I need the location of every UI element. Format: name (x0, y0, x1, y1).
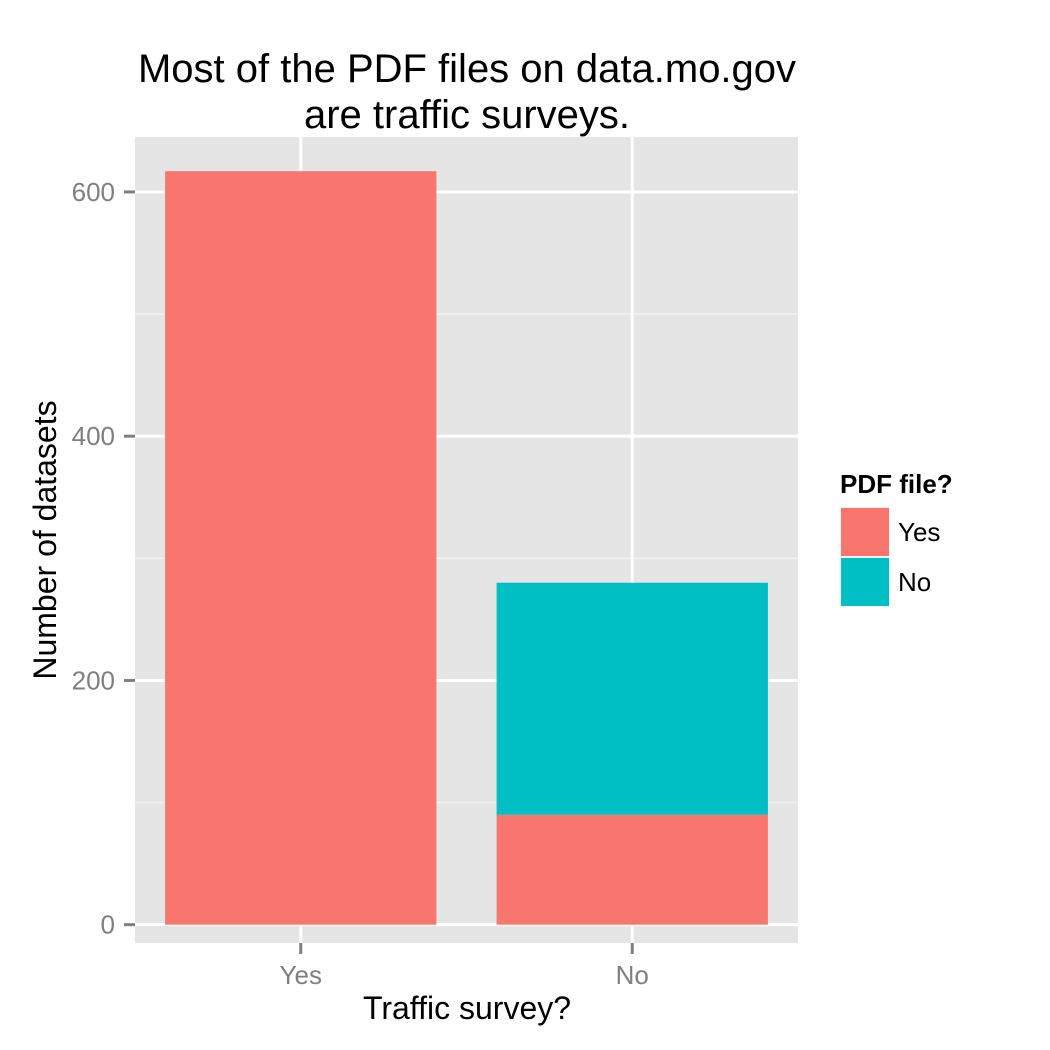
chart-title-line-2: are traffic surveys. (304, 93, 630, 137)
x-axis: Yes No (280, 943, 649, 990)
y-axis: 0 200 400 600 (72, 177, 135, 940)
x-tick-label: No (616, 960, 649, 990)
x-tick-label: Yes (280, 960, 322, 990)
legend-items: Yes No (840, 507, 940, 607)
chart-title-line-1: Most of the PDF files on data.mo.gov (138, 47, 796, 91)
bar-no-no (496, 582, 768, 815)
legend-title: PDF file? (840, 469, 953, 499)
legend: PDF file? Yes No (840, 469, 953, 607)
y-tick-label: 600 (72, 177, 115, 207)
legend-label-no: No (898, 567, 931, 597)
y-tick-label: 200 (72, 665, 115, 695)
bar-yes-yes (165, 171, 437, 925)
bar-no-yes (496, 814, 768, 925)
bars (165, 171, 768, 925)
legend-label-yes: Yes (898, 517, 940, 547)
legend-swatch-no (841, 558, 889, 606)
x-axis-title: Traffic survey? (363, 990, 571, 1026)
y-tick-label: 0 (101, 910, 115, 940)
legend-swatch-yes (841, 508, 889, 556)
y-tick-label: 400 (72, 421, 115, 451)
y-axis-title: Number of datasets (27, 400, 63, 679)
